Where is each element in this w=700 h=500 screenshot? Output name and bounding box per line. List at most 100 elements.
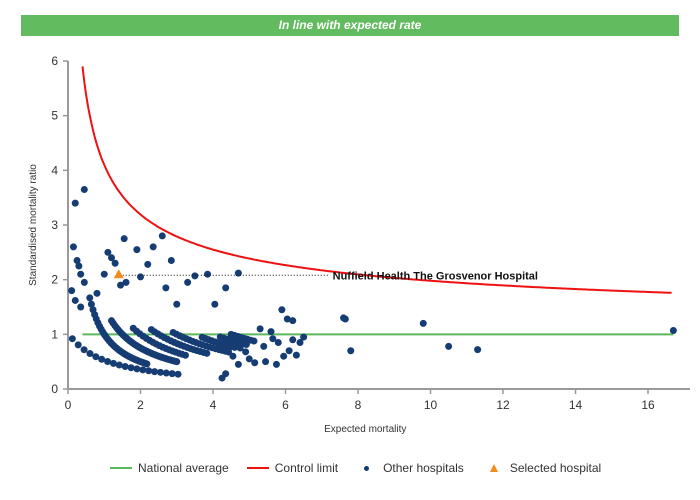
- other-hospital-point: [75, 262, 83, 270]
- x-tick-label: 2: [137, 398, 144, 412]
- other-hospital-point: [117, 281, 125, 289]
- legend-line-icon: [110, 467, 132, 469]
- y-tick-label: 5: [51, 109, 58, 123]
- other-hospital-point: [71, 199, 79, 207]
- other-hospital-point: [231, 333, 239, 341]
- other-hospital-point: [104, 358, 112, 366]
- x-tick-label: 6: [282, 398, 289, 412]
- other-hospital-point: [262, 358, 270, 366]
- y-tick-label: 1: [51, 327, 58, 341]
- other-hospital-point: [419, 319, 427, 327]
- status-banner: In line with expected rate: [21, 15, 679, 36]
- other-hospital-point: [272, 360, 280, 368]
- y-tick-label: 0: [51, 382, 58, 396]
- other-hospital-point: [231, 343, 239, 351]
- other-hospital-point: [71, 296, 79, 304]
- other-hospital-point: [250, 337, 258, 345]
- other-hospital-point: [242, 348, 250, 356]
- other-hospital-point: [234, 269, 242, 277]
- other-hospital-point: [93, 289, 101, 297]
- other-hospital-point: [236, 344, 244, 352]
- other-hospital-point: [74, 341, 82, 349]
- other-hospital-point: [149, 243, 157, 251]
- other-hospital-point: [121, 362, 129, 370]
- x-tick-label: 12: [496, 398, 510, 412]
- other-hospital-point: [87, 300, 95, 308]
- other-hospital-point: [289, 317, 297, 325]
- other-hospital-point: [111, 259, 119, 267]
- other-hospital-point: [173, 300, 181, 308]
- x-axis-title: Expected mortality: [324, 424, 406, 435]
- other-hospital-point: [260, 342, 268, 350]
- other-hospital-point: [341, 315, 349, 323]
- y-tick-label: 3: [51, 218, 58, 232]
- other-hospital-point: [162, 284, 170, 292]
- other-hospital-point: [77, 270, 85, 278]
- other-hospital-point: [174, 370, 182, 378]
- other-hospital-point: [274, 339, 282, 347]
- other-hospital-point: [137, 273, 144, 281]
- legend: National average Control limit Other hos…: [110, 460, 619, 476]
- other-hospital-point: [292, 351, 300, 359]
- other-hospital-point: [242, 341, 250, 349]
- x-tick-label: 16: [641, 398, 655, 412]
- other-hospital-point: [158, 232, 166, 240]
- other-hospital-point: [86, 350, 94, 358]
- other-hospital-point: [278, 306, 286, 314]
- other-hospital-point: [173, 358, 181, 366]
- other-hospital-point: [120, 235, 128, 243]
- other-hospital-point: [269, 335, 277, 343]
- other-hospital-point: [267, 328, 275, 336]
- selected-hospital-label: Nuffield Health The Grosvenor Hospital: [333, 270, 538, 282]
- x-tick-label: 14: [569, 398, 583, 412]
- control-limit-line: [81, 66, 672, 294]
- legend-triangle-icon: [489, 464, 498, 472]
- other-hospital-point: [181, 351, 189, 359]
- other-hospital-point: [184, 278, 192, 286]
- other-hospital-point: [100, 270, 108, 278]
- other-hospital-point: [229, 352, 237, 360]
- other-hospital-point: [80, 346, 88, 354]
- other-hospital-point: [133, 246, 141, 254]
- other-hospital-point: [222, 284, 230, 292]
- other-hospital-point: [211, 300, 219, 308]
- other-hospital-point: [73, 257, 81, 265]
- other-hospital-point: [80, 278, 88, 286]
- other-hospital-point: [145, 367, 153, 375]
- other-hospital-point: [474, 346, 482, 354]
- other-hospital-point: [68, 287, 76, 295]
- legend-dot-icon: [364, 465, 370, 471]
- other-hospital-point: [68, 335, 76, 343]
- other-hospital-point: [108, 254, 115, 262]
- other-hospital-point: [347, 347, 355, 355]
- other-hospital-point: [139, 366, 147, 374]
- legend-national-average[interactable]: National average: [110, 461, 229, 475]
- other-hospital-point: [669, 327, 677, 335]
- other-hospital-point: [69, 243, 77, 251]
- other-hospital-point: [86, 294, 94, 302]
- other-hospital-point: [280, 352, 288, 360]
- legend-label: National average: [138, 461, 229, 475]
- other-hospital-point: [98, 355, 106, 363]
- legend-other-hospitals[interactable]: Other hospitals: [356, 461, 464, 475]
- other-hospital-point: [77, 303, 85, 311]
- legend-selected-hospital[interactable]: Selected hospital: [482, 461, 601, 475]
- other-hospital-point: [151, 368, 159, 376]
- other-hospital-point: [300, 333, 308, 341]
- other-hospital-point: [234, 360, 242, 368]
- other-hospital-point: [133, 365, 141, 373]
- y-axis-title: Standardised mortality ratio: [28, 164, 39, 286]
- other-hospital-point: [104, 248, 112, 256]
- other-hospital-point: [168, 370, 176, 378]
- other-hospital-point: [218, 374, 226, 382]
- legend-control-limit[interactable]: Control limit: [246, 461, 338, 475]
- other-hospital-point: [445, 342, 453, 350]
- other-hospital-point: [115, 361, 123, 369]
- other-hospital-point: [251, 359, 259, 367]
- other-hospital-point: [167, 257, 175, 265]
- other-hospital-point: [225, 348, 233, 356]
- y-tick-label: 4: [51, 163, 58, 177]
- x-tick-label: 4: [210, 398, 217, 412]
- other-hospital-point: [204, 270, 212, 278]
